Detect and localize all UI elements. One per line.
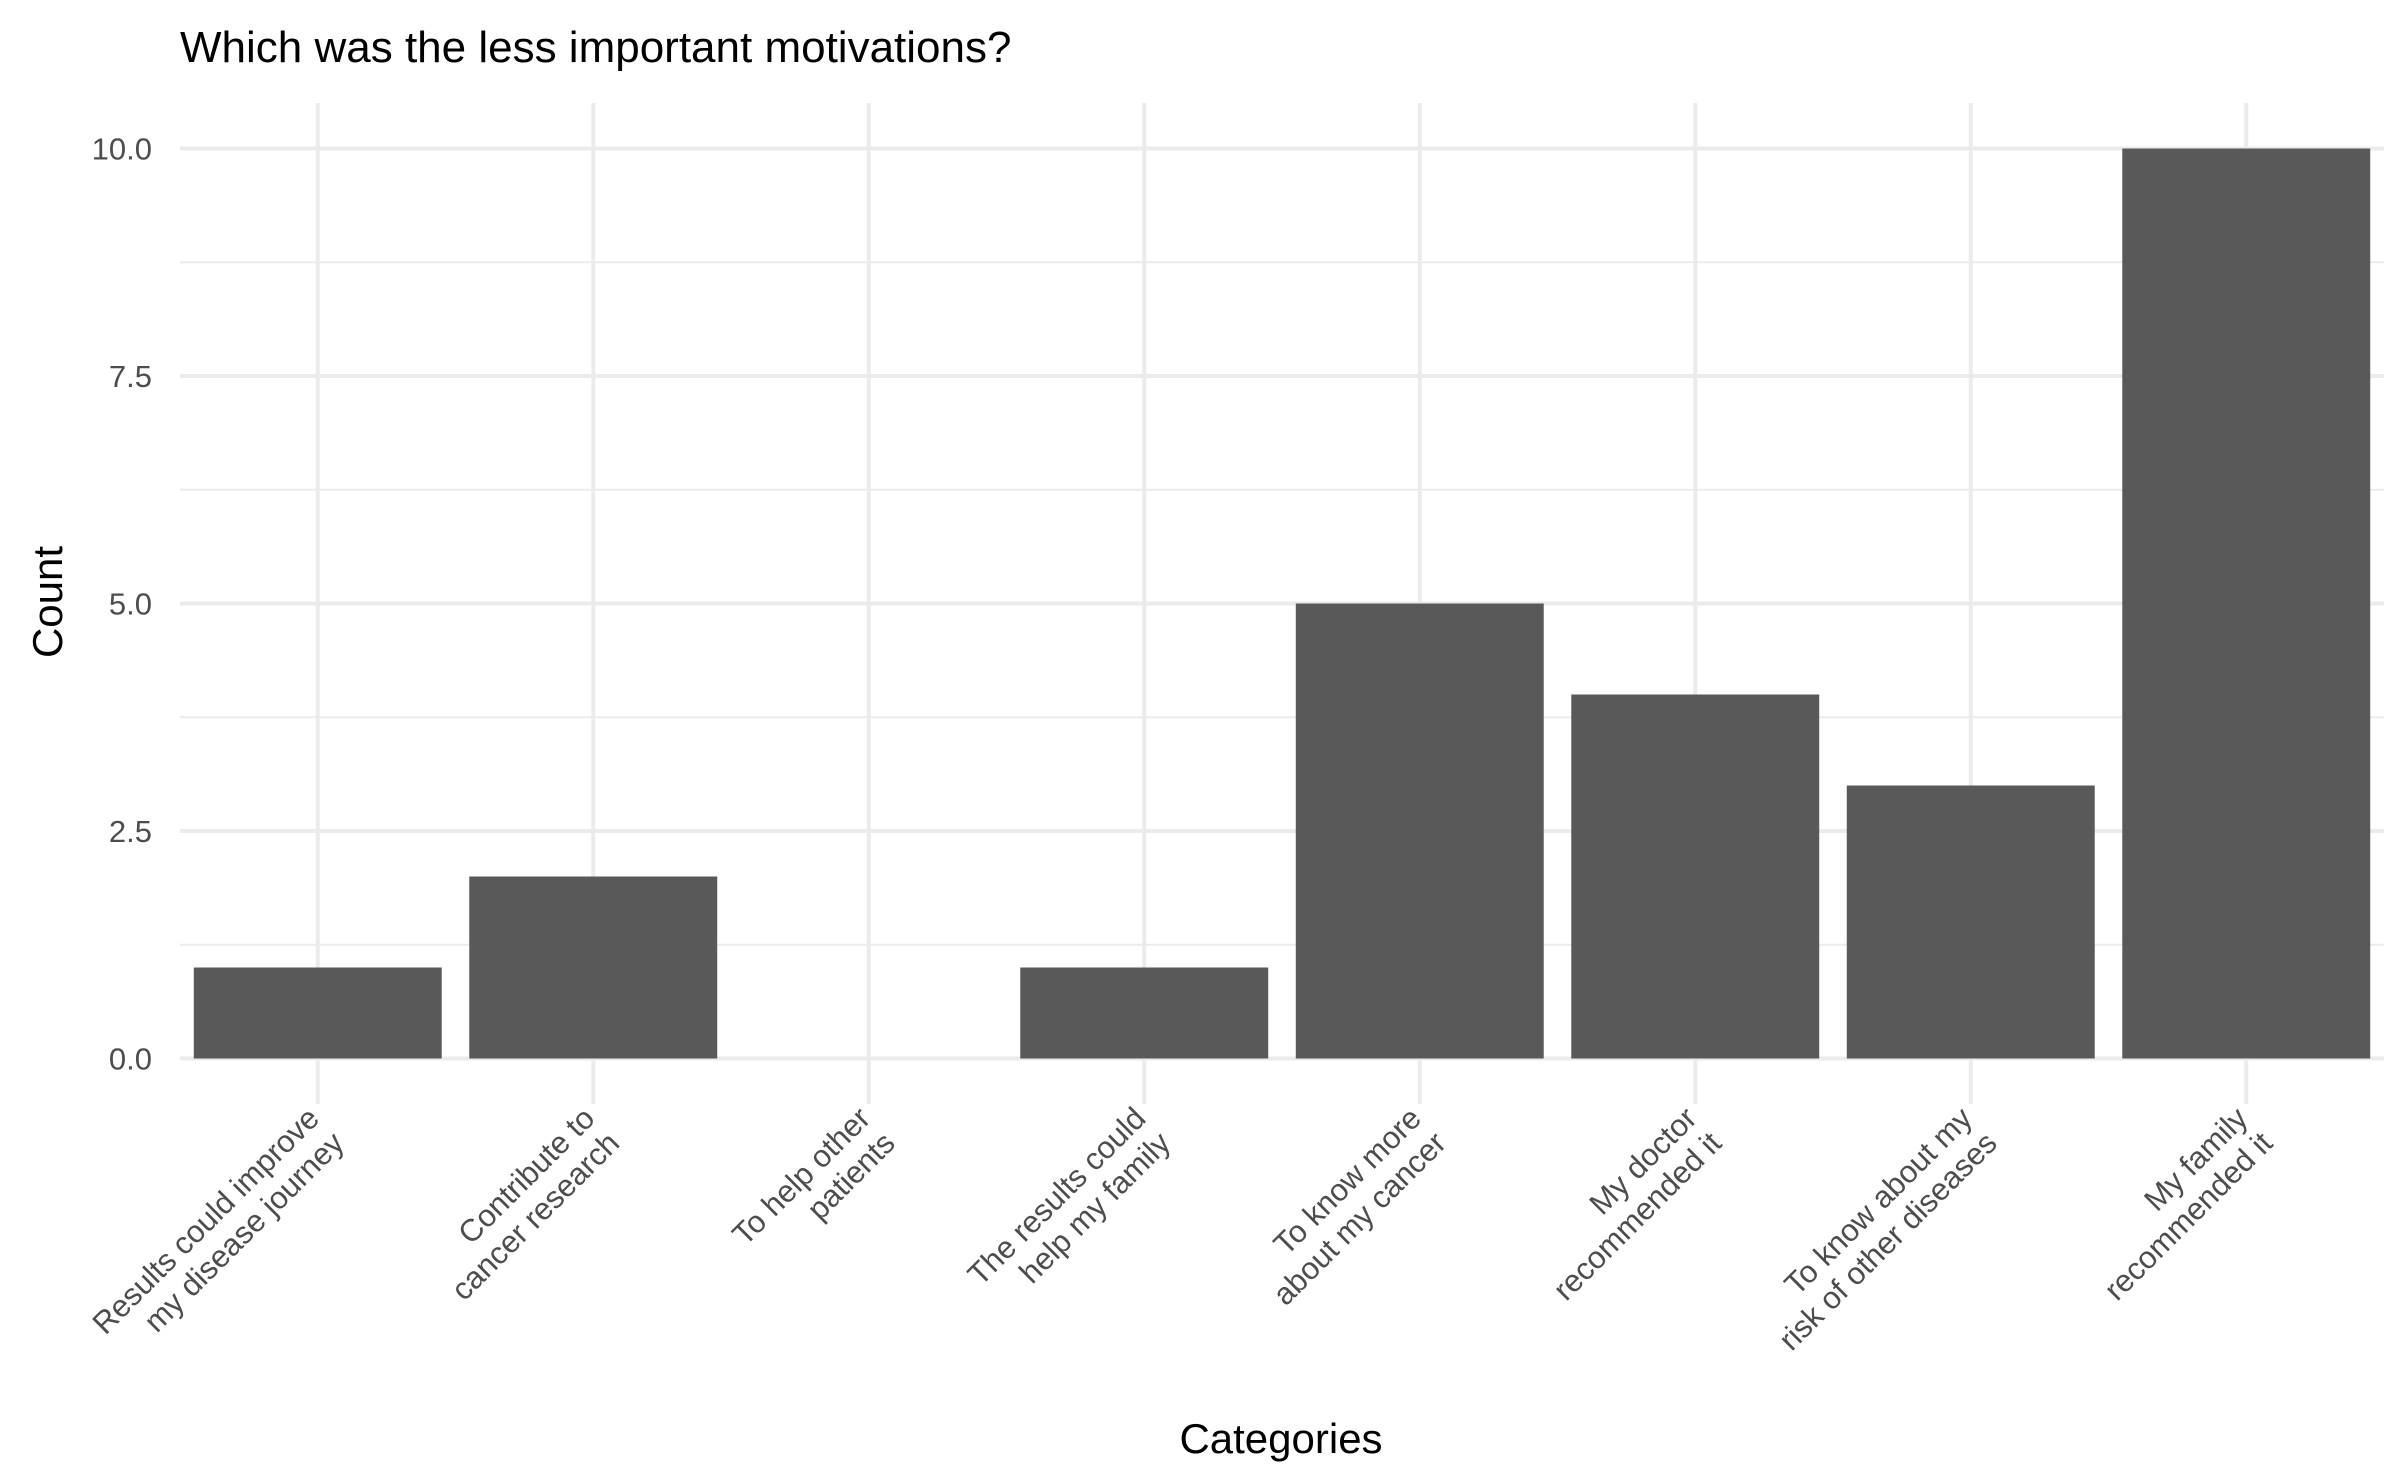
x-tick-label: The results couldhelp my family [961,1100,1178,1317]
y-tick-label: 2.5 [109,814,152,849]
bar [193,967,442,1059]
y-tick-label: 5.0 [109,587,152,622]
y-tick-label: 0.0 [109,1042,152,1077]
x-tick-label: To help otherpatients [725,1100,901,1276]
bar [1020,967,1269,1059]
bar [1846,785,2095,1059]
y-axis-title: Count [24,546,71,658]
bars [193,148,2371,1059]
bar [1295,603,1544,1059]
x-tick-label: To know moreabout my cancer [1241,1100,1453,1312]
y-tick-labels: 0.0 2.5 5.0 7.5 10.0 [92,132,152,1077]
chart-title: Which was the less important motivations… [180,23,1011,72]
bar [1571,694,1820,1059]
x-tick-label: Results could improvemy disease journey [86,1100,351,1365]
x-tick-label-line: risk of other diseases [1772,1125,2004,1357]
x-axis-title: Categories [1179,1415,1382,1462]
bar [469,876,718,1059]
x-tick-label-line: Results could improve [86,1100,326,1340]
x-tick-label: To know about myrisk of other diseases [1747,1100,2004,1357]
x-tick-label: Contribute tocancer research [420,1100,627,1307]
y-tick-label: 7.5 [109,359,152,394]
x-tick-label: My doctorrecommended it [1522,1100,1729,1307]
x-tick-label: My familyrecommended it [2073,1100,2280,1307]
y-tick-label: 10.0 [92,132,152,167]
bar [2122,148,2371,1059]
x-tick-labels: Results could improvemy disease journey C… [86,1100,2280,1365]
